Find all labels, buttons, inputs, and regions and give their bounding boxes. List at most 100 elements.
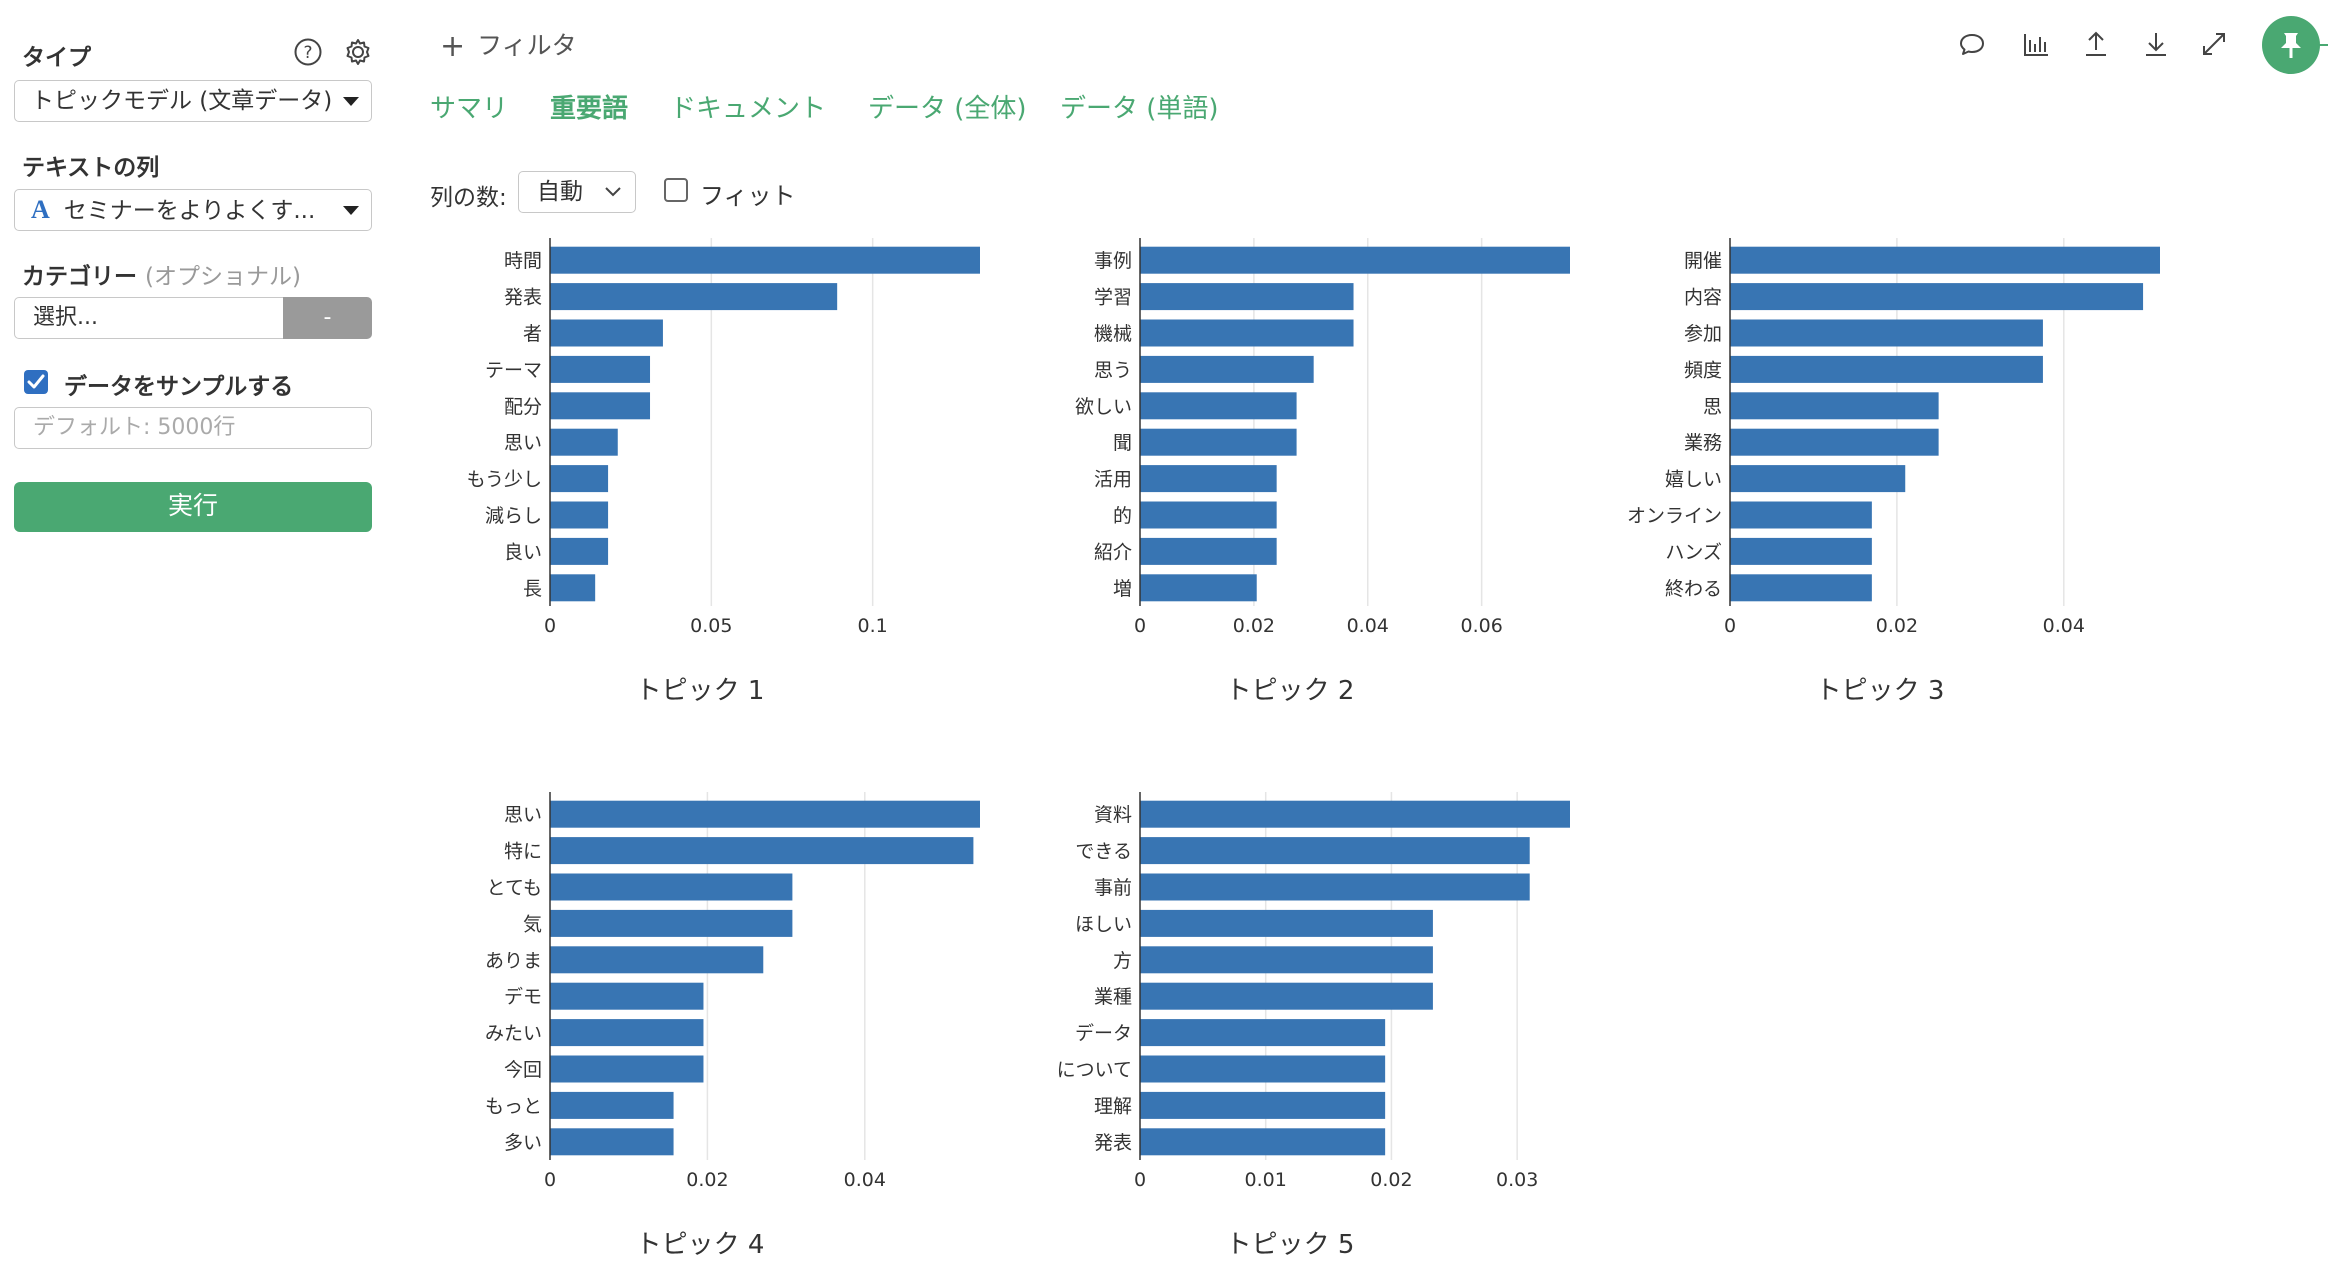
category-label: 方	[1113, 950, 1132, 972]
bar-良い	[550, 537, 609, 565]
pin-button[interactable]	[2262, 16, 2320, 74]
category-label: 事前	[1094, 877, 1132, 899]
x-tick-label: 0.1	[858, 615, 888, 637]
bar-テーマ	[550, 355, 651, 383]
category-label-text: カテゴリー	[22, 264, 137, 290]
category-label: もっと	[485, 1095, 542, 1117]
x-tick-label: 0.02	[686, 1169, 728, 1191]
chart-icon[interactable]	[2020, 28, 2052, 60]
x-tick-label: 0	[544, 615, 556, 637]
category-select[interactable]: 選択...	[14, 297, 284, 339]
bar-配分	[550, 392, 651, 420]
category-label: 思	[1703, 396, 1722, 418]
plus-icon: +	[440, 29, 466, 64]
expand-icon[interactable]	[2198, 28, 2230, 60]
bar-もっと	[550, 1091, 674, 1119]
topic-2-title: トピック 2	[1225, 676, 1355, 706]
bar-頻度	[1730, 355, 2043, 383]
bar-理解	[1140, 1091, 1386, 1119]
category-label: テーマ	[485, 359, 542, 381]
columns-select[interactable]: 自動	[518, 171, 636, 213]
bar-方	[1140, 946, 1433, 974]
x-tick-label: 0.02	[1233, 615, 1275, 637]
bar-デモ	[550, 982, 704, 1010]
run-button[interactable]: 実行	[14, 482, 372, 532]
category-label: 学習	[1094, 287, 1132, 309]
bar-みたい	[550, 1019, 704, 1047]
category-label: ほしい	[1075, 913, 1132, 935]
x-tick-label: 0.06	[1460, 615, 1502, 637]
category-label: 紹介	[1094, 541, 1132, 563]
bar-者	[550, 319, 663, 347]
category-label: ハンズ	[1665, 541, 1722, 563]
comment-icon[interactable]	[1956, 28, 1988, 60]
category-label: 開催	[1684, 250, 1722, 272]
category-label: 増	[1113, 578, 1132, 600]
bar-多い	[550, 1128, 674, 1156]
bar-発表	[550, 283, 838, 311]
bar-長	[550, 574, 596, 602]
bar-発表	[1140, 1128, 1386, 1156]
category-label: 発表	[504, 287, 542, 309]
gear-icon[interactable]	[343, 37, 373, 67]
category-label: 事例	[1094, 250, 1132, 272]
tab-data-all[interactable]: データ (全体)	[868, 94, 1027, 124]
sample-size-input[interactable]: デフォルト: 5000行	[14, 407, 372, 449]
fit-checkbox[interactable]	[664, 178, 688, 202]
type-select[interactable]: トピックモデル (文章データ)	[14, 80, 372, 122]
bar-について	[1140, 1055, 1386, 1083]
category-label: 理解	[1094, 1095, 1132, 1117]
category-label: 思う	[1094, 359, 1132, 381]
help-icon[interactable]: ?	[293, 37, 323, 67]
columns-select-value: 自動	[537, 179, 583, 205]
caret-down-icon	[343, 97, 359, 106]
bar-オンライン	[1730, 501, 1872, 529]
sample-checkbox[interactable]	[24, 370, 48, 394]
topic-5-title: トピック 5	[1225, 1230, 1355, 1260]
category-label: 発表	[1094, 1132, 1132, 1154]
category-label: 嬉しい	[1665, 469, 1722, 491]
filter-label: フィルタ	[477, 31, 577, 60]
bar-事例	[1140, 246, 1570, 274]
category-label: 内容	[1684, 287, 1722, 309]
bar-終わる	[1730, 574, 1872, 602]
x-tick-label: 0.04	[844, 1169, 886, 1191]
category-label: 資料	[1094, 804, 1132, 826]
bar-内容	[1730, 283, 2144, 311]
filter-button[interactable]: + フィルタ	[440, 26, 577, 64]
category-label: 機械	[1094, 323, 1132, 345]
tab-summary[interactable]: サマリ	[430, 94, 509, 124]
x-tick-label: 0.04	[1347, 615, 1389, 637]
category-label: とても	[487, 877, 542, 899]
tab-documents[interactable]: ドキュメント	[670, 94, 827, 124]
topic-chart-5: 資料できる事前ほしい方業種データについて理解発表00.010.020.030.0…	[1010, 782, 1570, 1262]
topic-1-title: トピック 1	[635, 676, 765, 706]
bar-嬉しい	[1730, 465, 1906, 493]
category-clear-button[interactable]: -	[283, 297, 372, 339]
category-label: ありま	[485, 950, 542, 972]
category-label: 活用	[1094, 469, 1132, 491]
x-tick-label: 0	[1134, 1169, 1146, 1191]
bar-気	[550, 909, 793, 937]
x-tick-label: 0.02	[1370, 1169, 1412, 1191]
text-type-icon: A	[31, 195, 50, 224]
chevron-down-icon	[605, 187, 621, 197]
bar-思い	[550, 800, 980, 828]
bar-データ	[1140, 1019, 1386, 1047]
category-label: 思い	[504, 804, 542, 826]
bar-特に	[550, 837, 974, 865]
bar-思う	[1140, 355, 1314, 383]
download-icon[interactable]	[2140, 28, 2172, 60]
tab-data-words[interactable]: データ (単語)	[1060, 94, 1219, 124]
upload-icon[interactable]	[2080, 28, 2112, 60]
category-label: 頻度	[1684, 359, 1722, 381]
bar-ハンズ	[1730, 537, 1872, 565]
text-column-select[interactable]: A セミナーをよりよくす...	[14, 189, 372, 231]
category-label: できる	[1075, 841, 1132, 863]
category-label: 良い	[504, 541, 542, 563]
tab-keywords[interactable]: 重要語	[550, 94, 629, 124]
